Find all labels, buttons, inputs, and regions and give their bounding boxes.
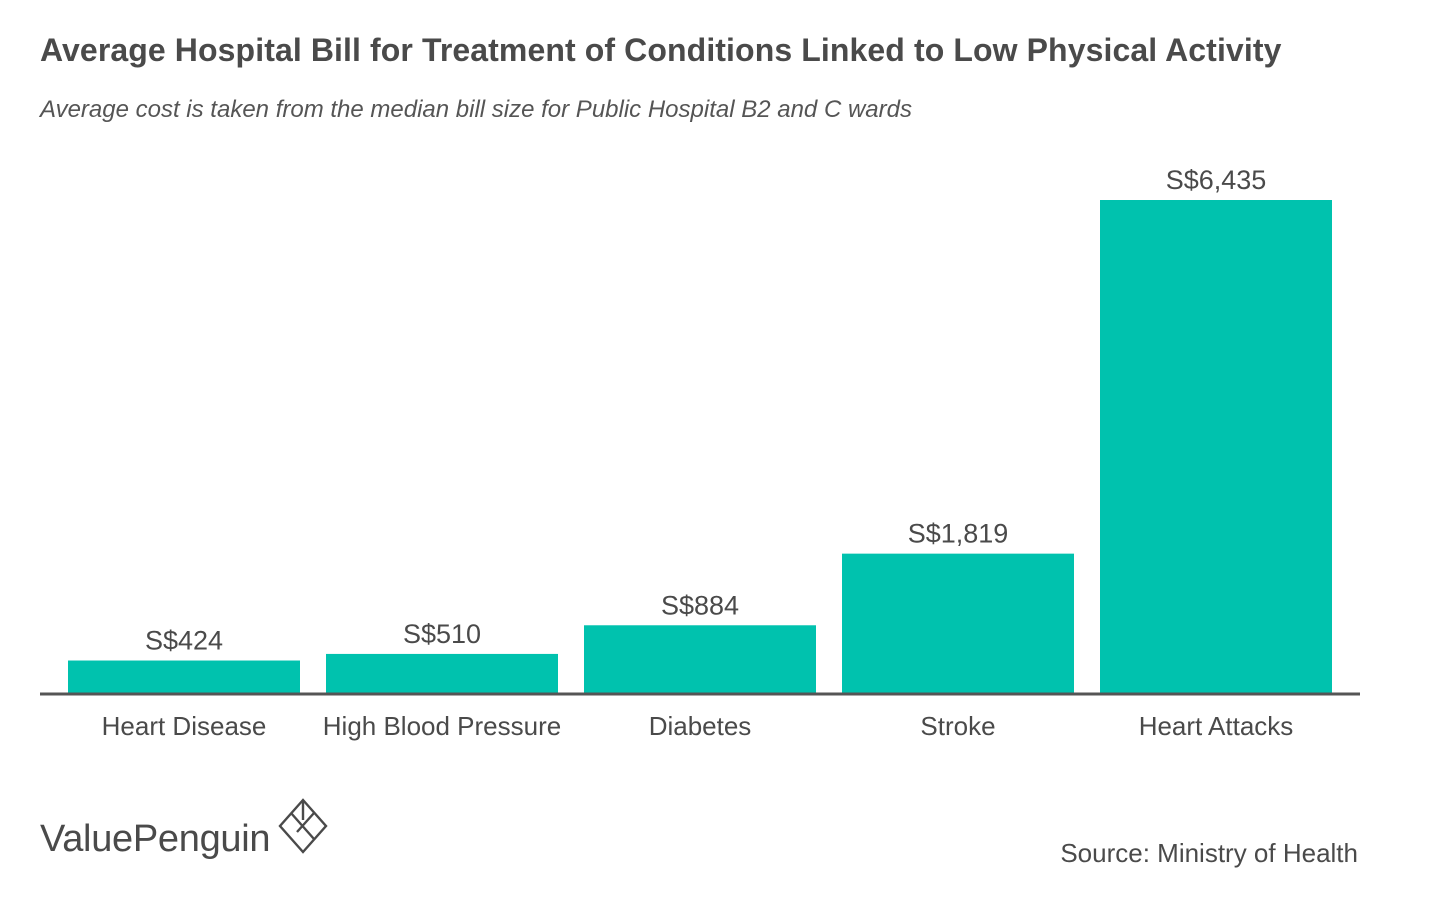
category-label: Heart Attacks xyxy=(1139,711,1294,741)
source-note: Source: Ministry of Health xyxy=(1060,838,1358,868)
bar-3 xyxy=(842,553,1074,693)
bar-1 xyxy=(326,653,558,693)
logo-text: ValuePenguin xyxy=(40,818,271,860)
logo-diamond-icon xyxy=(278,798,328,859)
category-label: Heart Disease xyxy=(102,711,267,741)
bar-4 xyxy=(1100,200,1332,693)
chart-title: Average Hospital Bill for Treatment of C… xyxy=(40,32,1282,68)
bar-2 xyxy=(584,625,816,693)
bar-value-label: S$884 xyxy=(661,590,739,620)
bar-value-label: S$424 xyxy=(145,626,223,656)
bar-value-label: S$1,819 xyxy=(908,519,1009,549)
bar-0 xyxy=(68,660,300,693)
category-label: Stroke xyxy=(920,711,995,741)
bar-chart: S$424 Heart Disease S$510 High Blood Pressu… xyxy=(40,165,1360,741)
category-label: High Blood Pressure xyxy=(323,711,561,741)
bar-value-label: S$6,435 xyxy=(1166,165,1267,195)
bar-value-label: S$510 xyxy=(403,619,481,649)
valuepenguin-logo: ValuePenguin xyxy=(40,798,328,861)
category-label: Diabetes xyxy=(649,711,752,741)
chart-subtitle: Average cost is taken from the median bi… xyxy=(40,96,912,123)
